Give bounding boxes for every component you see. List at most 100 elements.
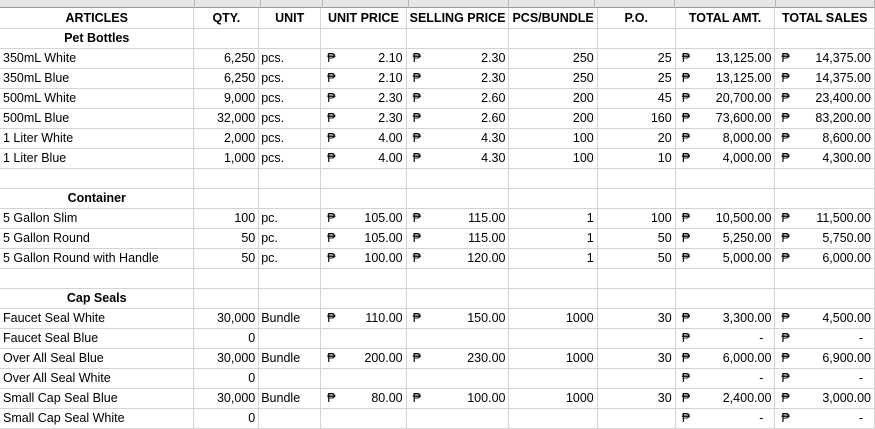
total-amt-cell[interactable]: ₱ - bbox=[675, 408, 776, 429]
po-cell[interactable]: 25 bbox=[597, 48, 676, 69]
empty-cell[interactable] bbox=[0, 268, 195, 289]
unit-cell[interactable]: Bundle bbox=[258, 388, 322, 409]
empty-cell[interactable] bbox=[774, 28, 875, 49]
article-cell[interactable]: 5 Gallon Slim bbox=[0, 208, 195, 229]
unit-cell[interactable]: Bundle bbox=[258, 308, 322, 329]
empty-cell[interactable] bbox=[193, 188, 260, 209]
unit-cell[interactable]: pcs. bbox=[258, 48, 322, 69]
header-pcs-bundle[interactable]: PCS/BUNDLE bbox=[508, 8, 598, 29]
empty-cell[interactable] bbox=[0, 168, 195, 189]
selling-price-cell[interactable] bbox=[406, 368, 510, 389]
unit-price-cell[interactable] bbox=[320, 368, 407, 389]
total-amt-cell[interactable]: ₱ 8,000.00 bbox=[675, 128, 776, 149]
total-sales-cell[interactable]: ₱ 3,000.00 bbox=[774, 388, 875, 409]
article-cell[interactable]: Small Cap Seal Blue bbox=[0, 388, 195, 409]
empty-cell[interactable] bbox=[597, 28, 676, 49]
article-cell[interactable]: Over All Seal Blue bbox=[0, 348, 195, 369]
pcs-bundle-cell[interactable] bbox=[508, 368, 598, 389]
empty-cell[interactable] bbox=[508, 28, 598, 49]
qty-cell[interactable]: 30,000 bbox=[193, 308, 260, 329]
column-header[interactable] bbox=[595, 0, 676, 8]
article-cell[interactable]: Faucet Seal White bbox=[0, 308, 195, 329]
empty-cell[interactable] bbox=[406, 188, 510, 209]
po-cell[interactable]: 30 bbox=[597, 308, 676, 329]
header-selling-price[interactable]: SELLING PRICE bbox=[406, 8, 510, 29]
po-cell[interactable]: 50 bbox=[597, 248, 676, 269]
article-cell[interactable]: 350mL White bbox=[0, 48, 195, 69]
pcs-bundle-cell[interactable]: 1000 bbox=[508, 348, 598, 369]
empty-cell[interactable] bbox=[320, 168, 407, 189]
empty-cell[interactable] bbox=[406, 168, 510, 189]
total-amt-cell[interactable]: ₱ 20,700.00 bbox=[675, 88, 776, 109]
empty-cell[interactable] bbox=[597, 188, 676, 209]
unit-price-cell[interactable] bbox=[320, 408, 407, 429]
header-qty[interactable]: QTY. bbox=[193, 8, 260, 29]
article-cell[interactable]: 5 Gallon Round with Handle bbox=[0, 248, 195, 269]
empty-cell[interactable] bbox=[258, 168, 322, 189]
unit-cell[interactable]: pcs. bbox=[258, 108, 322, 129]
article-cell[interactable]: Over All Seal White bbox=[0, 368, 195, 389]
po-cell[interactable]: 160 bbox=[597, 108, 676, 129]
total-amt-cell[interactable]: ₱ 6,000.00 bbox=[675, 348, 776, 369]
total-amt-cell[interactable]: ₱ 2,400.00 bbox=[675, 388, 776, 409]
pcs-bundle-cell[interactable]: 1 bbox=[508, 248, 598, 269]
header-total-amt[interactable]: TOTAL AMT. bbox=[675, 8, 776, 29]
qty-cell[interactable]: 30,000 bbox=[193, 348, 260, 369]
header-total-sales[interactable]: TOTAL SALES bbox=[774, 8, 875, 29]
article-cell[interactable]: 1 Liter Blue bbox=[0, 148, 195, 169]
unit-price-cell[interactable]: ₱ 2.30 bbox=[320, 88, 407, 109]
column-header[interactable] bbox=[195, 0, 261, 8]
column-header[interactable] bbox=[776, 0, 875, 8]
total-amt-cell[interactable]: ₱ - bbox=[675, 328, 776, 349]
empty-cell[interactable] bbox=[320, 28, 407, 49]
po-cell[interactable]: 25 bbox=[597, 68, 676, 89]
selling-price-cell[interactable] bbox=[406, 328, 510, 349]
pcs-bundle-cell[interactable]: 100 bbox=[508, 128, 598, 149]
qty-cell[interactable]: 30,000 bbox=[193, 388, 260, 409]
qty-cell[interactable]: 0 bbox=[193, 408, 260, 429]
unit-cell[interactable]: pc. bbox=[258, 248, 322, 269]
unit-price-cell[interactable]: ₱ 4.00 bbox=[320, 128, 407, 149]
column-header[interactable] bbox=[323, 0, 409, 8]
unit-price-cell[interactable]: ₱ 110.00 bbox=[320, 308, 407, 329]
selling-price-cell[interactable]: ₱ 2.30 bbox=[406, 48, 510, 69]
empty-cell[interactable] bbox=[406, 288, 510, 309]
empty-cell[interactable] bbox=[406, 268, 510, 289]
column-header[interactable] bbox=[409, 0, 510, 8]
total-amt-cell[interactable]: ₱ 13,125.00 bbox=[675, 48, 776, 69]
total-amt-cell[interactable]: ₱ - bbox=[675, 368, 776, 389]
article-cell[interactable]: 350mL Blue bbox=[0, 68, 195, 89]
total-amt-cell[interactable]: ₱ 73,600.00 bbox=[675, 108, 776, 129]
column-header[interactable] bbox=[675, 0, 776, 8]
qty-cell[interactable]: 0 bbox=[193, 328, 260, 349]
pcs-bundle-cell[interactable]: 250 bbox=[508, 68, 598, 89]
empty-cell[interactable] bbox=[258, 28, 322, 49]
total-amt-cell[interactable]: ₱ 10,500.00 bbox=[675, 208, 776, 229]
unit-price-cell[interactable]: ₱ 80.00 bbox=[320, 388, 407, 409]
unit-cell[interactable] bbox=[258, 408, 322, 429]
pcs-bundle-cell[interactable]: 1000 bbox=[508, 308, 598, 329]
po-cell[interactable]: 10 bbox=[597, 148, 676, 169]
pcs-bundle-cell[interactable] bbox=[508, 328, 598, 349]
unit-cell[interactable]: pc. bbox=[258, 228, 322, 249]
article-cell[interactable]: Small Cap Seal White bbox=[0, 408, 195, 429]
header-unit[interactable]: UNIT bbox=[258, 8, 322, 29]
qty-cell[interactable]: 50 bbox=[193, 248, 260, 269]
total-sales-cell[interactable]: ₱ - bbox=[774, 368, 875, 389]
column-header[interactable] bbox=[261, 0, 324, 8]
total-sales-cell[interactable]: ₱ 83,200.00 bbox=[774, 108, 875, 129]
po-cell[interactable]: 100 bbox=[597, 208, 676, 229]
total-sales-cell[interactable]: ₱ 6,000.00 bbox=[774, 248, 875, 269]
empty-cell[interactable] bbox=[193, 268, 260, 289]
article-cell[interactable]: 1 Liter White bbox=[0, 128, 195, 149]
selling-price-cell[interactable]: ₱ 2.60 bbox=[406, 88, 510, 109]
unit-cell[interactable] bbox=[258, 368, 322, 389]
article-cell[interactable]: 500mL White bbox=[0, 88, 195, 109]
unit-cell[interactable] bbox=[258, 328, 322, 349]
empty-cell[interactable] bbox=[675, 268, 776, 289]
empty-cell[interactable] bbox=[774, 168, 875, 189]
total-sales-cell[interactable]: ₱ 6,900.00 bbox=[774, 348, 875, 369]
unit-price-cell[interactable]: ₱ 105.00 bbox=[320, 208, 407, 229]
total-sales-cell[interactable]: ₱ 14,375.00 bbox=[774, 68, 875, 89]
header-unit-price[interactable]: UNIT PRICE bbox=[320, 8, 407, 29]
